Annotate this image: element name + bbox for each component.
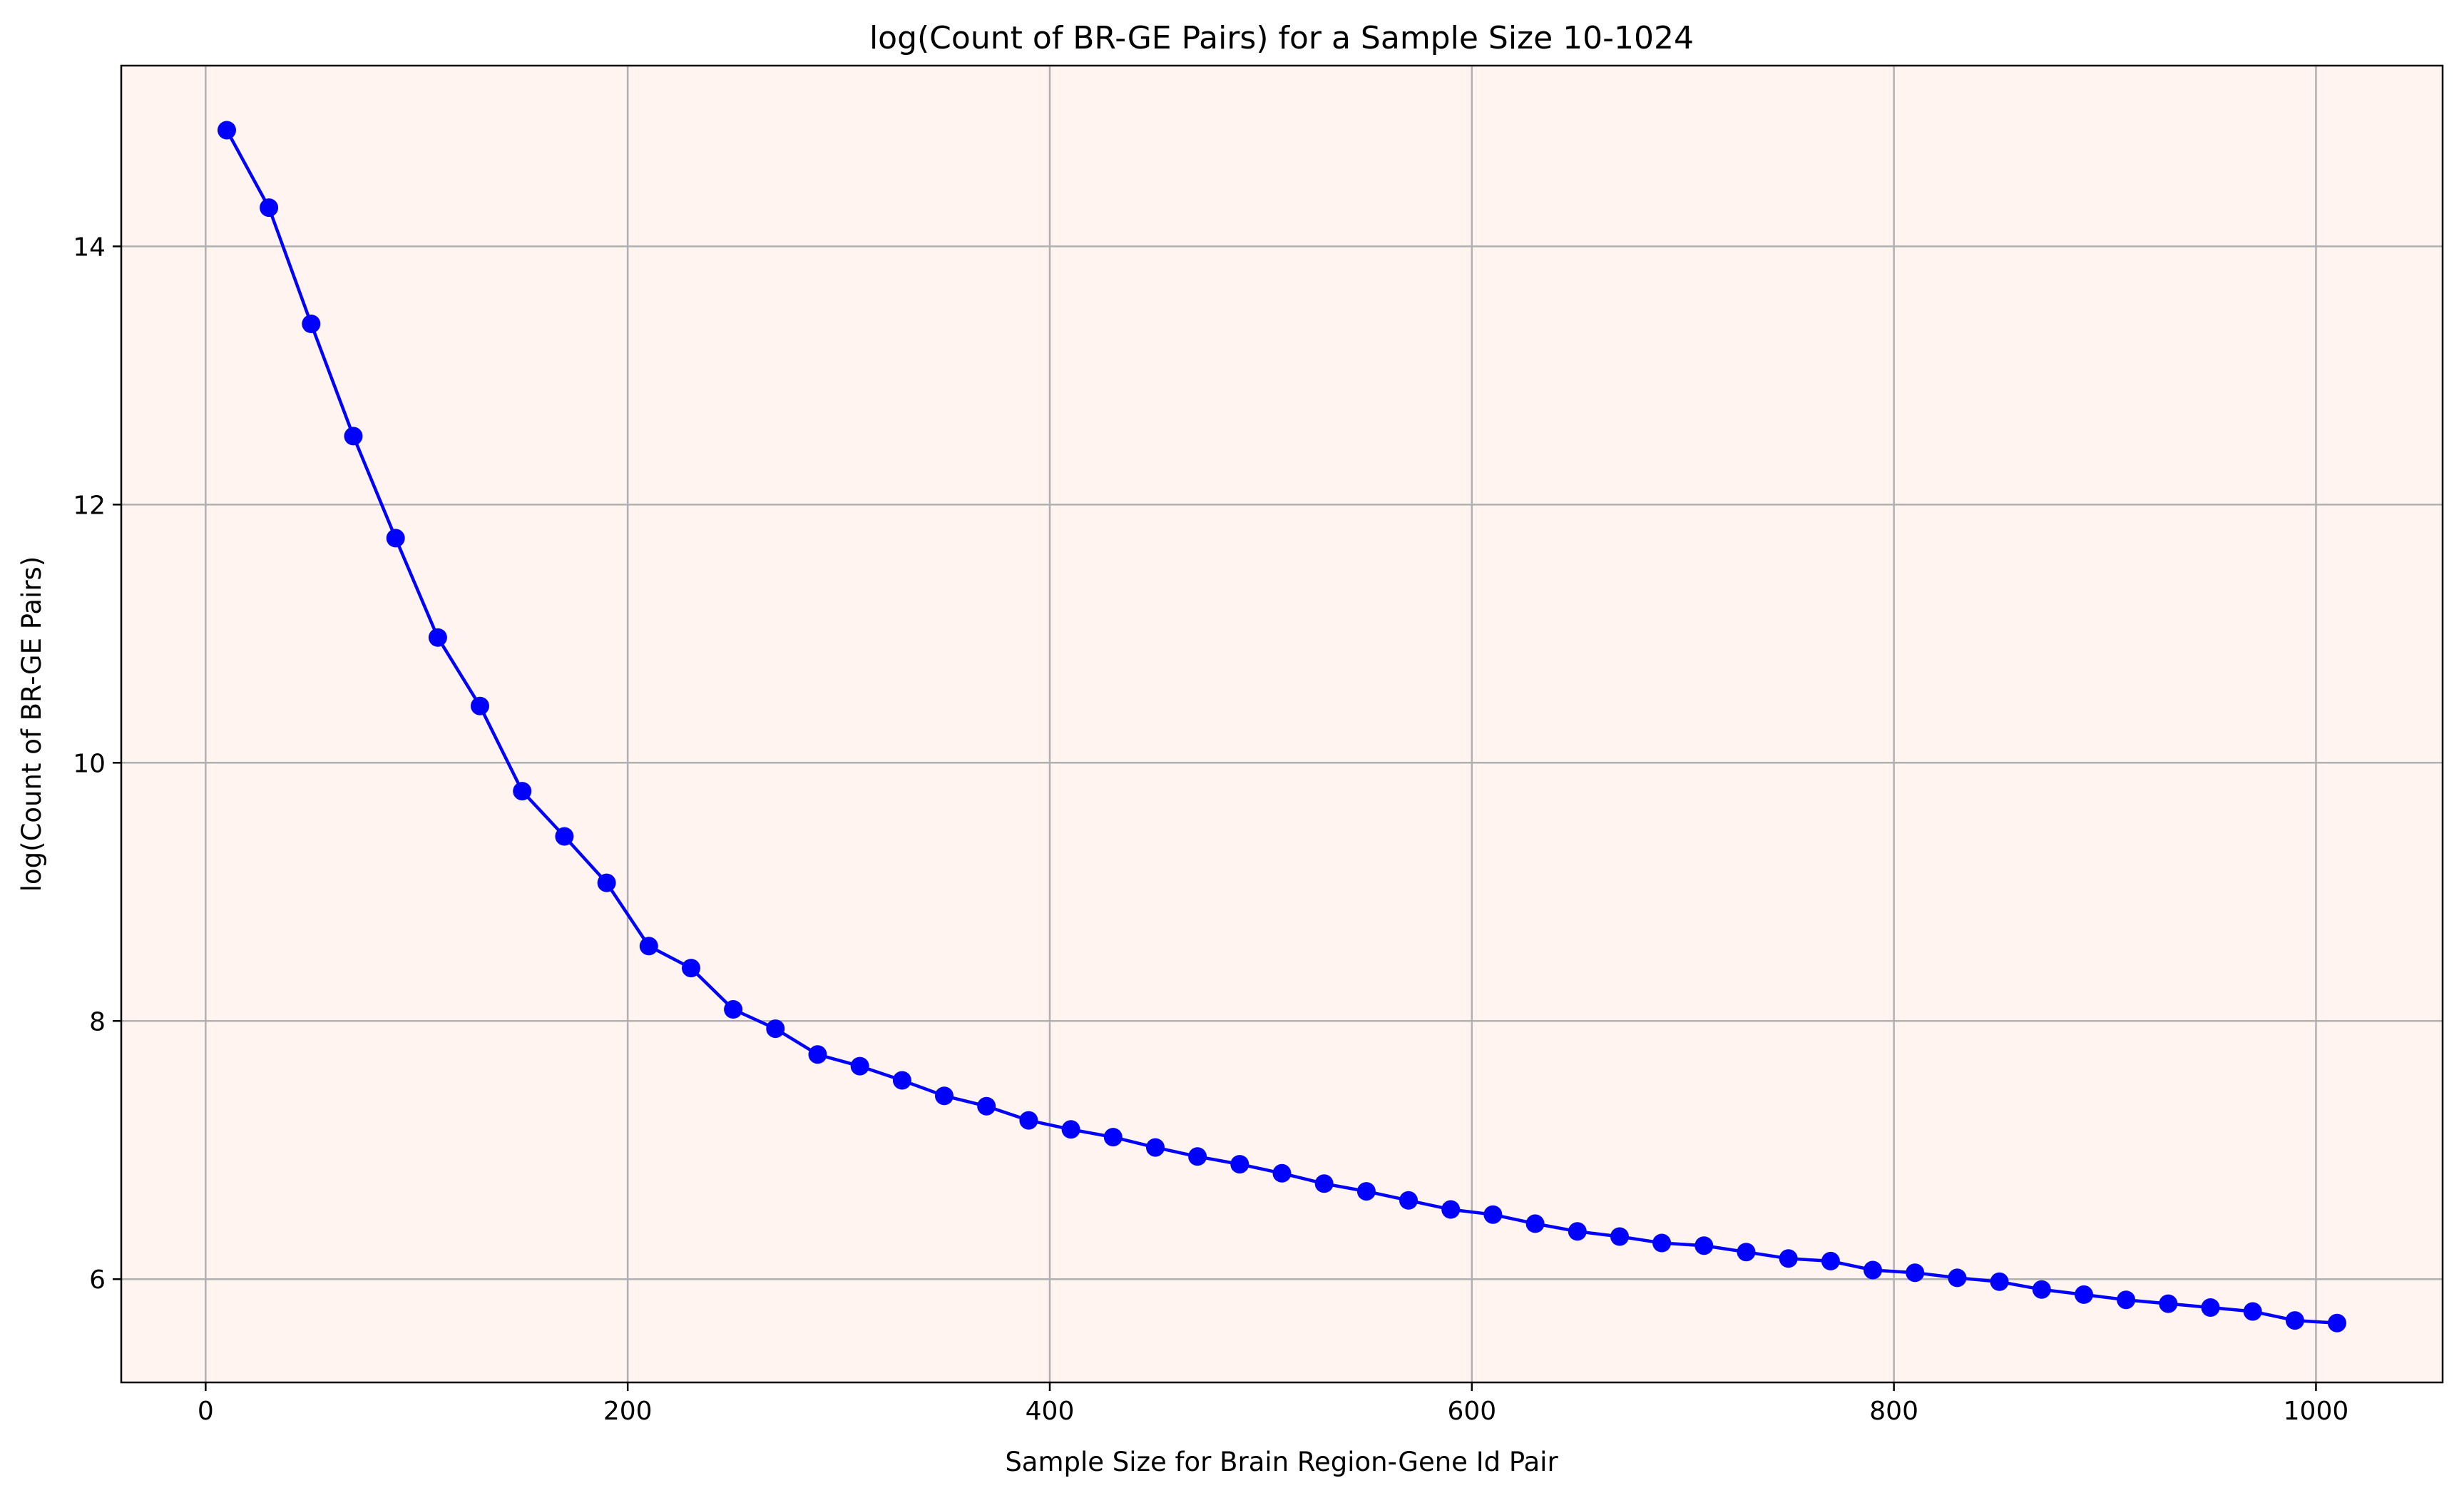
data-point — [1188, 1147, 1207, 1166]
data-point — [2243, 1302, 2262, 1321]
data-point — [471, 696, 489, 715]
data-point — [1441, 1200, 1461, 1219]
plot-area-background — [121, 66, 2443, 1382]
data-point — [1948, 1268, 1967, 1288]
data-point — [1525, 1214, 1545, 1233]
x-tick-label: 1000 — [2284, 1397, 2349, 1426]
data-point — [2285, 1311, 2304, 1330]
data-point — [1694, 1236, 1714, 1255]
data-point — [724, 1000, 743, 1019]
series-group — [218, 121, 2346, 1333]
data-point — [892, 1071, 911, 1090]
data-point — [1146, 1138, 1165, 1157]
data-point — [1906, 1263, 1925, 1283]
y-axis-label: log(Count of BR-GE Pairs) — [16, 556, 47, 892]
data-point — [935, 1086, 954, 1106]
plot-frame — [120, 64, 2444, 1384]
data-point — [639, 937, 658, 956]
data-point — [977, 1096, 996, 1116]
data-point — [1821, 1251, 1840, 1270]
x-tick-label: 600 — [1447, 1397, 1496, 1426]
data-point — [1737, 1243, 1756, 1262]
x-tick-label: 0 — [198, 1397, 214, 1426]
y-tick-label: 14 — [73, 233, 106, 262]
y-tick-label: 10 — [73, 749, 106, 778]
data-point — [1483, 1205, 1503, 1224]
data-point — [344, 427, 363, 446]
data-point — [428, 628, 447, 647]
chart-title: log(Count of BR-GE Pairs) for a Sample S… — [869, 20, 1694, 56]
data-point — [1864, 1260, 1882, 1280]
data-point — [682, 959, 700, 978]
data-point — [1314, 1174, 1334, 1193]
data-point — [1061, 1120, 1080, 1139]
data-point — [2032, 1280, 2051, 1299]
data-point — [218, 121, 236, 140]
data-point — [1103, 1128, 1123, 1147]
data-point — [1272, 1163, 1292, 1183]
x-tick-label: 200 — [603, 1397, 653, 1426]
data-point — [1652, 1233, 1672, 1253]
y-tick-label: 8 — [89, 1007, 106, 1036]
data-point — [386, 529, 405, 548]
data-point — [1399, 1191, 1418, 1210]
data-point — [2075, 1285, 2093, 1304]
data-point — [555, 827, 574, 846]
data-point — [1568, 1222, 1587, 1241]
axis-ticks: 0 200 400 600 800 1000 6 8 10 12 14 — [73, 233, 2348, 1426]
data-point — [1356, 1182, 1376, 1201]
data-point — [1779, 1249, 1798, 1268]
data-point — [850, 1056, 869, 1076]
data-point — [1990, 1272, 2009, 1291]
data-point — [1019, 1111, 1038, 1130]
data-point — [513, 782, 532, 801]
data-point — [2201, 1298, 2220, 1317]
x-tick-label: 800 — [1869, 1397, 1918, 1426]
x-axis-label: Sample Size for Brain Region-Gene Id Pai… — [1005, 1447, 1558, 1477]
data-point — [302, 315, 321, 333]
data-point — [597, 873, 616, 892]
data-point — [808, 1045, 827, 1064]
data-point — [1610, 1227, 1629, 1246]
data-point — [2117, 1290, 2136, 1310]
data-point — [766, 1019, 785, 1039]
y-tick-label: 12 — [73, 491, 106, 520]
data-point — [2159, 1294, 2178, 1313]
x-tick-label: 400 — [1026, 1397, 1075, 1426]
data-point — [1230, 1155, 1249, 1174]
y-tick-label: 6 — [89, 1265, 106, 1295]
data-point — [2328, 1313, 2346, 1333]
data-point — [260, 198, 279, 218]
